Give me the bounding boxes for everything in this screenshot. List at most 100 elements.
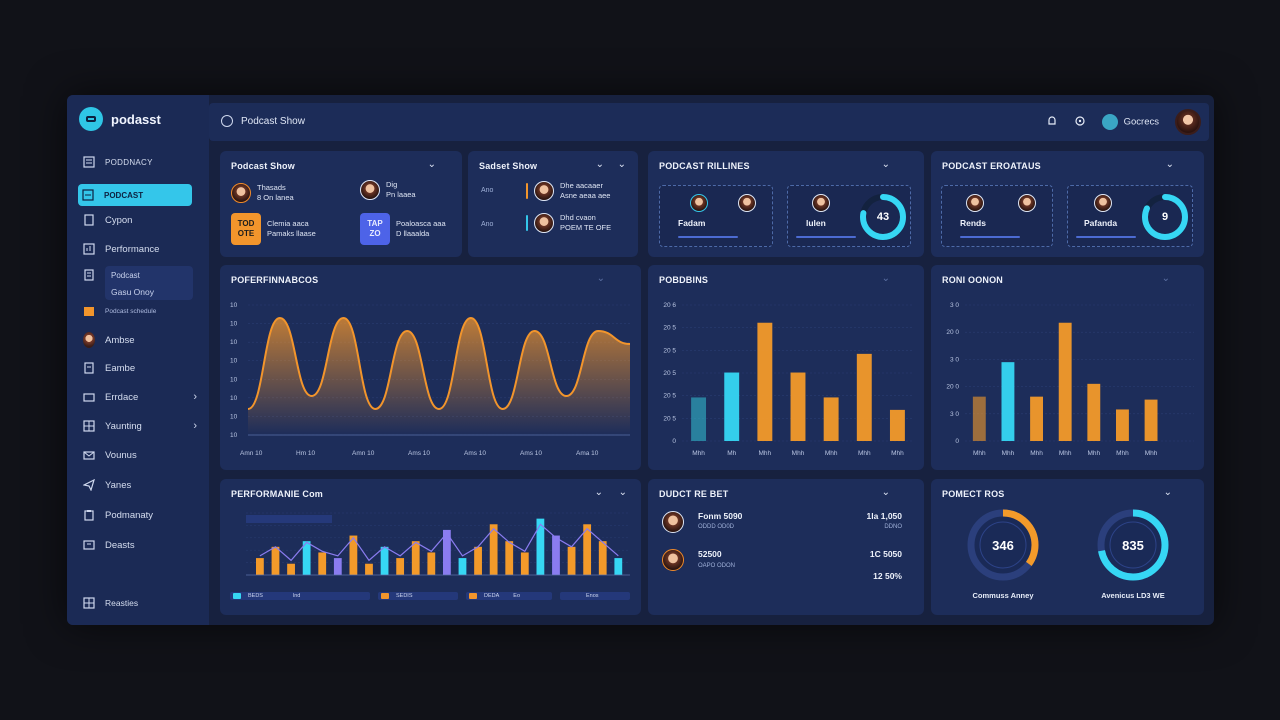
chevron-right-icon: › (193, 391, 197, 403)
sidebar-item-podcast-list[interactable]: PODDNACY (79, 151, 203, 173)
chevron-down-icon[interactable]: ⌄ (881, 273, 890, 284)
sidebar-item-podcast-sub[interactable] (79, 264, 109, 286)
submenu-line: Gasu Onoy (111, 287, 154, 297)
x-tick-label: Mhh (1116, 450, 1129, 457)
bar (427, 552, 436, 575)
stat-box[interactable]: Pafanda 9 (1067, 185, 1193, 247)
chevron-down-icon[interactable]: ⌄ (1163, 487, 1172, 498)
host-avatar (1018, 194, 1036, 212)
clipboard-icon (83, 509, 95, 521)
row-left-value: Fonm 5090 (698, 511, 743, 521)
y-tick-label: 10 (230, 413, 238, 420)
notification-icon[interactable] (1046, 115, 1058, 130)
item-title: Thasads (257, 183, 286, 192)
user-menu[interactable]: Gocrecs (1101, 114, 1159, 130)
legend-label: Eo (513, 593, 521, 599)
x-tick-label: Ams 10 (520, 450, 542, 457)
sidebar-item-schedule[interactable]: Podcast schedule (79, 300, 203, 322)
host-avatar (738, 194, 756, 212)
bar (889, 409, 905, 441)
table-row[interactable]: 12 50% (662, 571, 902, 597)
legend-item[interactable]: Enos (560, 592, 630, 600)
sidebar-item-yaunting[interactable]: Yaunting › (79, 415, 203, 437)
list-item[interactable]: Dhe aacaaer Asne aeaa aee (526, 181, 610, 201)
grid-icon (82, 189, 94, 201)
document-icon (83, 362, 95, 374)
brand[interactable]: podasst (79, 107, 161, 131)
x-tick-label: Mhh (1059, 450, 1072, 457)
bar (598, 541, 607, 575)
list-item[interactable]: TOD OTE Clemia aaca Pamaks llaase (231, 213, 316, 245)
host-avatar (534, 181, 554, 201)
legend-item[interactable]: SEDIS (378, 592, 458, 600)
sidebar-item-deasts[interactable]: Deasts (79, 534, 203, 556)
y-tick-label: 20 0 (946, 384, 959, 391)
bar (1087, 383, 1101, 441)
donut-chart: 835 (1095, 507, 1171, 583)
document-icon (83, 214, 95, 226)
rating-ring: 9 (1140, 192, 1190, 242)
bar (458, 558, 467, 575)
chevron-down-icon[interactable]: ⌄ (881, 159, 890, 170)
bar (1030, 396, 1044, 441)
y-tick-label: 20 5 (663, 393, 676, 400)
divider (960, 236, 1020, 238)
chevron-down-icon[interactable]: ⌄ (618, 487, 627, 498)
list-item[interactable]: Dhd cvaon POEM TE OFE (526, 213, 611, 233)
donut-label: Commuss Anney (972, 591, 1034, 600)
bar (520, 552, 529, 575)
sidebar-item-cypon[interactable]: Cypon (79, 209, 203, 231)
table-row[interactable]: Fonm 5090 1la 1,050 ODDD OD0D DDNO (662, 509, 902, 535)
list-item[interactable]: Dig Pn laaea (360, 180, 416, 200)
sidebar-item-errdace[interactable]: Errdace › (79, 386, 203, 408)
sidebar-item-ambse[interactable]: Ambse (79, 329, 203, 351)
top-bar: Podcast Show Gocrecs (209, 103, 1209, 141)
performance-card: POFERFINNABCOS ⌄ 10 10 10 10 10 10 10 10 Amn 10 H… (220, 265, 641, 470)
list-item[interactable]: TAP ZO Poaloasca aaa D llaaalda (360, 213, 446, 245)
x-tick-label: Ama 10 (576, 450, 599, 457)
table-row[interactable]: 52500 1C 5050 OAPO ODON (662, 547, 902, 573)
sidebar-item-reasties[interactable]: Reasties (79, 592, 203, 614)
chevron-down-icon[interactable]: ⌄ (596, 273, 605, 284)
bar (1144, 399, 1158, 441)
y-tick-label: 20 5 (663, 347, 676, 354)
sidebar-item-performance[interactable]: Performance (79, 238, 203, 260)
chevron-down-icon[interactable]: ⌄ (1165, 159, 1174, 170)
sidebar-submenu[interactable]: Podcast Gasu Onoy (105, 266, 193, 300)
stat-box[interactable]: Rends (941, 185, 1053, 247)
app-window: podasst PODDNACY PODCAST Cypon Performan… (67, 95, 1214, 625)
grid-icon (83, 597, 95, 609)
chevron-down-icon[interactable]: ⌄ (1161, 273, 1170, 284)
bar (1001, 362, 1015, 441)
sidebar-item-yanes[interactable]: Yanes (79, 474, 203, 496)
chevron-down-icon[interactable]: ⌄ (881, 487, 890, 498)
sidebar-item-vounus[interactable]: Vounus (79, 444, 203, 466)
pobdbins-card: POBDBINS ⌄ 20 6 20 5 20 5 20 5 20 5 20 5 0 Mhh M… (648, 265, 924, 470)
sidebar-item-label: Podcast schedule (105, 307, 157, 315)
chevron-down-icon[interactable]: ⌄ (594, 487, 603, 498)
chevron-down-icon[interactable]: ⌄ (617, 159, 626, 170)
stat-box[interactable]: lulen 43 (787, 185, 911, 247)
legend-item[interactable]: DEDA Eo (466, 592, 552, 600)
x-tick-label: Ams 10 (464, 450, 486, 457)
sidebar-item-eambe[interactable]: Eambe (79, 357, 203, 379)
card-title: Podcast Show (231, 161, 295, 171)
chevron-down-icon[interactable]: ⌄ (595, 159, 604, 170)
item-sub: 8 On lanea (257, 193, 294, 202)
settings-icon[interactable] (1074, 115, 1086, 130)
bar (614, 558, 623, 575)
chevron-down-icon[interactable]: ⌄ (427, 159, 436, 170)
card-title: POFERFINNABCOS (231, 275, 319, 285)
profile-avatar[interactable] (1175, 109, 1201, 135)
sidebar-item-podmanaty[interactable]: Podmanaty (79, 504, 203, 526)
item-sub: D llaaalda (396, 229, 430, 238)
bar (411, 541, 420, 575)
legend-item[interactable]: BEDS lnd (230, 592, 370, 600)
stat-box[interactable]: Fadam (659, 185, 773, 247)
sidebar-item-podcast[interactable]: PODCAST (78, 184, 192, 206)
calendar-icon (83, 305, 95, 317)
sidebar-item-label: Yaunting (105, 420, 142, 432)
legend-strip (246, 515, 332, 523)
list-item[interactable]: Thasads 8 On lanea (231, 183, 294, 203)
podcast-show-card: Podcast Show ⌄ Thasads 8 On lanea Dig Pn l… (220, 151, 462, 257)
